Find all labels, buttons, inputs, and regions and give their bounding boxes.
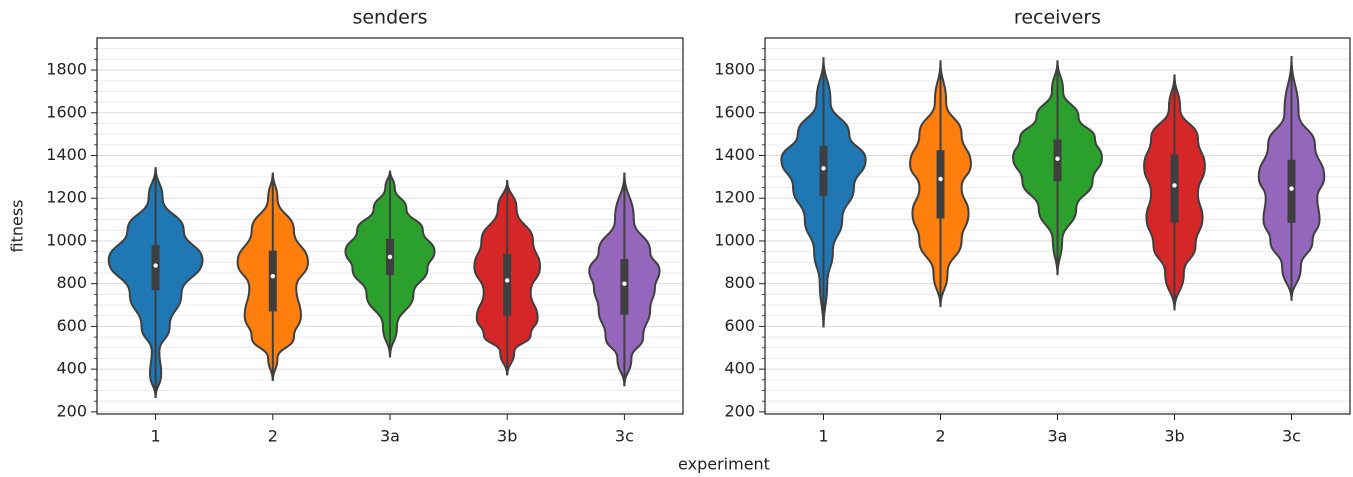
- x-tick-label: 3b: [497, 427, 517, 446]
- iqr-box: [503, 253, 512, 316]
- x-tick-label: 1: [818, 427, 828, 446]
- y-tick-label: 600: [56, 316, 87, 335]
- y-tick-label: 1600: [46, 102, 87, 121]
- y-tick-label: 200: [56, 401, 87, 420]
- y-tick-label: 1800: [714, 60, 755, 79]
- iqr-box: [1170, 154, 1179, 223]
- x-tick-label: 1: [151, 427, 161, 446]
- x-axis-label: experiment: [678, 455, 770, 474]
- x-tick-label: 2: [935, 427, 945, 446]
- median-dot: [270, 274, 275, 279]
- y-tick-label: 1000: [46, 230, 87, 249]
- iqr-box: [620, 259, 629, 315]
- median-dot: [1289, 186, 1294, 191]
- median-dot: [938, 176, 943, 182]
- median-dot: [387, 254, 393, 260]
- y-tick-label: 400: [56, 359, 87, 378]
- x-tick-label: 3c: [1282, 427, 1301, 446]
- axes-frame: [96, 37, 684, 415]
- y-tick-label: 1400: [714, 145, 755, 164]
- y-tick-label: 1800: [46, 60, 87, 79]
- iqr-box: [268, 250, 277, 312]
- x-tick-label: 3a: [1048, 427, 1068, 446]
- chart-title: senders: [352, 7, 427, 29]
- y-tick-label: 800: [56, 273, 87, 292]
- median-dot: [622, 281, 627, 286]
- y-tick-label: 200: [724, 401, 755, 420]
- y-axis-label: fitness: [8, 199, 27, 252]
- y-tick-label: 1600: [714, 102, 755, 121]
- axes-frame: [764, 37, 1351, 415]
- y-tick-label: 1200: [714, 188, 755, 207]
- y-tick-label: 400: [724, 359, 755, 378]
- y-tick-label: 1200: [46, 188, 87, 207]
- iqr-box: [1287, 159, 1296, 223]
- median-dot: [505, 278, 510, 283]
- chart-title: receivers: [1014, 7, 1101, 29]
- y-tick-label: 1000: [714, 230, 755, 249]
- y-tick-label: 800: [724, 273, 755, 292]
- median-dot: [1172, 183, 1177, 188]
- x-tick-label: 3a: [380, 427, 400, 446]
- median-dot: [821, 166, 826, 171]
- y-tick-label: 1400: [46, 145, 87, 164]
- iqr-box: [819, 145, 828, 197]
- iqr-box: [936, 150, 945, 219]
- y-tick-label: 600: [724, 316, 755, 335]
- x-tick-label: 3c: [615, 427, 634, 446]
- x-tick-label: 3b: [1164, 427, 1184, 446]
- x-tick-label: 2: [268, 427, 278, 446]
- median-dot: [1055, 156, 1060, 161]
- median-dot: [153, 263, 158, 268]
